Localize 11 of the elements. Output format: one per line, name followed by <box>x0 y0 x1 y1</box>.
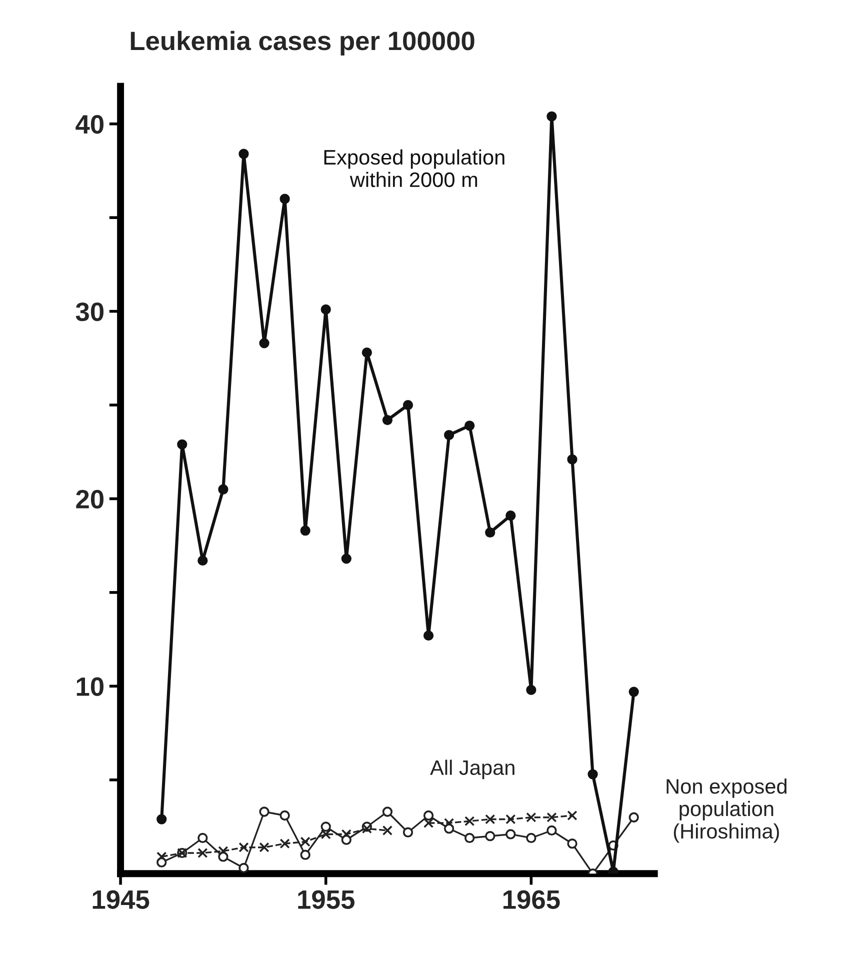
y-tick-label: 40 <box>76 115 104 134</box>
series-label: All Japan <box>430 760 514 780</box>
x-tick-label: 1955 <box>298 890 354 909</box>
y-tick-label: 20 <box>76 490 104 509</box>
series-label: Non exposed population (Hiroshima) <box>666 778 786 843</box>
y-tick-label: 30 <box>76 302 104 322</box>
y-tick-label: 10 <box>76 677 104 696</box>
x-tick-label: 1965 <box>503 890 560 909</box>
x-tick-label: 1945 <box>92 890 150 909</box>
series-label: Exposed population within 2000 m <box>324 149 504 188</box>
chart-title: Leukemia cases per 100000 <box>130 30 474 56</box>
